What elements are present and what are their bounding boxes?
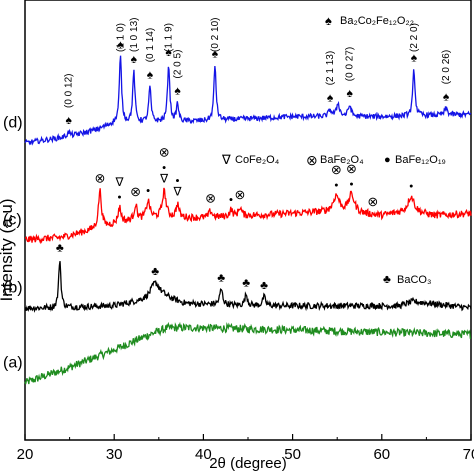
dot-icon: ● [117,194,121,201]
spade-icon: ♠ [411,51,418,65]
dot-icon: ● [409,183,413,190]
x-tick-label: 30 [106,446,123,463]
hkl-label: (2 0 26) [441,50,452,84]
legend-bafe12o19: ● BaFe₁₂O₁₉ [384,154,446,166]
legend-bafe2o4-label: BaFe₂O₄ [320,154,364,166]
spade-icon: ♠ [443,89,450,103]
panel-label-d: (d) [3,115,23,132]
spade-icon: ♠ [325,13,332,28]
otimes-icon: ⊗ [159,145,170,160]
hkl-label: (1 1 0) [115,23,126,52]
hkl-label: (2 2 0) [409,23,420,52]
series-a-line [24,321,472,385]
dot-icon: ● [229,196,233,203]
dot-icon: ● [162,165,166,172]
panel-label-a: (a) [3,354,23,371]
spade-icon: ♠ [174,84,181,98]
spade-icon: ♠ [347,86,354,100]
hkl-label: (0 2 10) [210,18,221,52]
triangle-icon: ∇ [115,175,125,189]
y-axis-label: Intensity (a.u) [0,199,16,302]
legend-baco3-label: BaCO₃ [397,274,431,286]
hkl-label: (0 0 12) [64,74,75,108]
legend-cofe2o4: ∇ CoFe₂O₄ [221,152,280,167]
otimes-icon: ⊗ [130,184,141,199]
series-layer [24,55,472,385]
dot-icon: ● [384,154,391,166]
otimes-icon: ⊗ [331,162,342,177]
triangle-icon: ∇ [173,185,183,199]
otimes-icon: ⊗ [205,191,216,206]
dot-icon: ● [334,182,338,189]
dot-icon: ● [146,188,150,195]
x-tick-label: 50 [284,446,301,463]
plot-frame [24,0,472,441]
club-icon: ♣ [260,278,268,292]
hkl-label: (0 0 27) [345,47,356,81]
panel-labels: (a) (b) (c) (d) [3,115,23,372]
otimes-icon: ⊗ [367,194,378,209]
spade-icon: ♠ [117,37,124,51]
legend-ba2co2fe12o22: ♠ Ba₂Co₂Fe₁₂O₂₂ [325,13,414,28]
legend-cofe2o4-label: CoFe₂O₄ [235,154,280,166]
annotation-layer: (0 0 12)(1 1 0) (1 0 13) (0 1 14) (1 1 9)(2… [64,18,452,108]
spade-icon: ♠ [147,67,154,81]
dot-icon: ● [175,178,179,185]
spade-icon: ♠ [212,46,219,60]
spade-icon: ♠ [165,45,172,59]
otimes-icon: ⊗ [346,161,357,176]
legend-bafe12o19-label: BaFe₁₂O₁₉ [395,154,446,166]
legend-bafe2o4: ⊗ BaFe₂O₄ [306,152,364,168]
spade-icon: ♠ [131,52,138,66]
x-axis-ticks: 20 30 40 50 60 70 [17,434,474,463]
x-axis-label: 2θ (degree) [209,455,287,472]
x-tick-label: 20 [17,446,34,463]
spade-icon: ♠ [66,113,73,127]
club-icon: ♣ [217,270,225,284]
hkl-label: (1 1 9) [164,23,175,52]
club-icon: ♣ [242,276,250,290]
club-icon: ♣ [151,264,159,278]
x-tick-label: 40 [195,446,212,463]
series-c-line [24,187,472,245]
x-tick-label: 70 [463,446,474,463]
marker-layer: ♠♠♠♠♠♠♠♠ ♠♠♠⊗●∇⊗ ●∇●⊗∇●⊗ ● ⊗●⊗●⊗⊗●♣♣ ♣ ♣ ♣ [56,37,450,291]
hkl-label: (2 0 5) [173,50,184,79]
otimes-icon: ⊗ [94,170,105,185]
spade-icon: ♠ [327,90,334,104]
club-icon: ♣ [56,240,64,254]
hkl-label: (0 1 14) [145,28,156,62]
x-tick-label: 60 [373,446,390,463]
legend-baco3: ♣ BaCO₃ [383,272,431,286]
otimes-icon: ⊗ [306,152,318,168]
club-icon: ♣ [383,272,391,286]
series-b-line [24,261,472,313]
series-d-line [24,55,472,146]
hkl-label: (1 0 13) [129,18,140,52]
otimes-icon: ⊗ [235,187,246,202]
legend-ba2co2fe12o22-label: Ba₂Co₂Fe₁₂O₂₂ [340,15,414,27]
hkl-label: (2 1 13) [325,51,336,85]
triangle-icon: ∇ [221,152,231,167]
panel-label-b: (b) [3,280,23,297]
panel-label-c: (c) [3,211,22,228]
dot-icon: ● [349,181,353,188]
triangle-icon: ∇ [159,172,169,186]
